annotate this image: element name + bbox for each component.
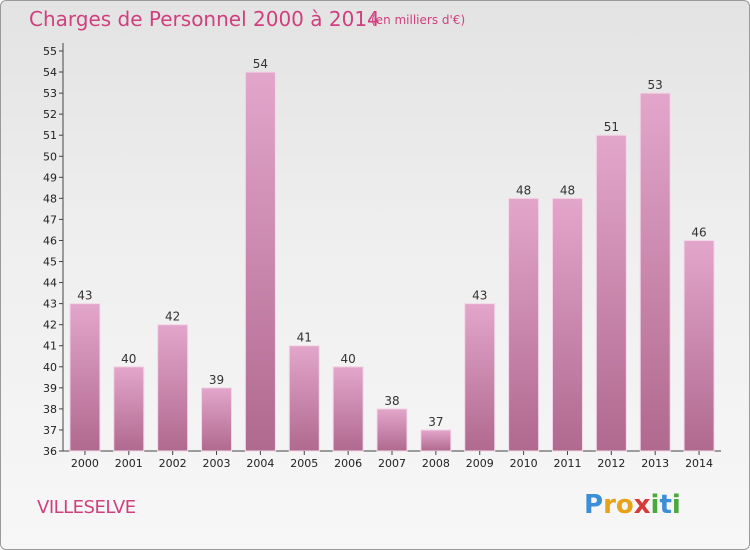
y-tick-label: 53 bbox=[43, 87, 57, 100]
bar bbox=[639, 92, 671, 452]
bar bbox=[420, 429, 452, 452]
logo-letter: x bbox=[633, 490, 651, 520]
y-tick-label: 50 bbox=[43, 150, 57, 163]
bar bbox=[113, 366, 145, 452]
logo-letter: i bbox=[671, 490, 681, 520]
bar-value-label: 42 bbox=[165, 310, 180, 324]
bar-value-label: 46 bbox=[691, 225, 706, 239]
y-tick-label: 51 bbox=[43, 129, 57, 142]
bar bbox=[464, 303, 496, 452]
y-tick-label: 39 bbox=[43, 382, 57, 395]
bar-value-label: 38 bbox=[384, 394, 399, 408]
y-tick-label: 41 bbox=[43, 340, 57, 353]
x-tick-label: 2013 bbox=[641, 457, 669, 470]
logo-letter: i bbox=[650, 490, 660, 520]
bar-value-label: 54 bbox=[253, 57, 268, 71]
y-tick-label: 54 bbox=[43, 66, 57, 79]
x-tick-label: 2000 bbox=[71, 457, 99, 470]
logo-letter: r bbox=[603, 490, 616, 520]
bar bbox=[332, 366, 364, 452]
bar bbox=[508, 197, 540, 452]
bar-value-label: 48 bbox=[516, 183, 531, 197]
y-tick-label: 52 bbox=[43, 108, 57, 121]
x-tick-label: 2004 bbox=[246, 457, 274, 470]
bar bbox=[201, 387, 233, 452]
bar-value-label: 40 bbox=[340, 352, 355, 366]
x-tick-label: 2005 bbox=[290, 457, 318, 470]
bar-value-label: 51 bbox=[604, 120, 619, 134]
bar-value-label: 37 bbox=[428, 415, 443, 429]
x-tick-label: 2012 bbox=[597, 457, 625, 470]
y-tick-label: 45 bbox=[43, 256, 57, 269]
x-tick-label: 2014 bbox=[685, 457, 713, 470]
y-tick-label: 38 bbox=[43, 403, 57, 416]
logo-letter: t bbox=[659, 490, 672, 520]
bar-value-label: 39 bbox=[209, 373, 224, 387]
y-tick-label: 40 bbox=[43, 361, 57, 374]
place-name: VILLESELVE bbox=[37, 497, 136, 518]
bar bbox=[244, 71, 276, 452]
y-tick-label: 47 bbox=[43, 213, 57, 226]
x-tick-label: 2006 bbox=[334, 457, 362, 470]
x-tick-label: 2008 bbox=[422, 457, 450, 470]
y-tick-label: 36 bbox=[43, 445, 57, 458]
logo-letter: P bbox=[584, 490, 604, 520]
bar bbox=[376, 408, 408, 452]
y-tick-label: 44 bbox=[43, 277, 57, 290]
x-tick-label: 2009 bbox=[466, 457, 494, 470]
bar bbox=[595, 134, 627, 452]
bar bbox=[683, 239, 715, 452]
chart-title: Charges de Personnel 2000 à 2014 bbox=[29, 7, 380, 31]
bar bbox=[551, 197, 583, 452]
y-tick-label: 55 bbox=[43, 45, 57, 58]
bar bbox=[157, 324, 189, 452]
y-tick-label: 46 bbox=[43, 234, 57, 247]
y-tick-label: 48 bbox=[43, 192, 57, 205]
x-tick-label: 2001 bbox=[115, 457, 143, 470]
x-tick-label: 2003 bbox=[203, 457, 231, 470]
y-tick-label: 49 bbox=[43, 171, 57, 184]
logo-letter: o bbox=[615, 490, 634, 520]
bar-value-label: 48 bbox=[560, 183, 575, 197]
x-tick-label: 2002 bbox=[159, 457, 187, 470]
chart-subtitle: (en milliers d'€) bbox=[371, 13, 466, 27]
y-tick-label: 43 bbox=[43, 298, 57, 311]
y-tick-label: 37 bbox=[43, 424, 57, 437]
bar-value-label: 41 bbox=[297, 331, 312, 345]
bar-value-label: 53 bbox=[648, 78, 663, 92]
bar-value-label: 43 bbox=[472, 289, 487, 303]
x-tick-label: 2011 bbox=[553, 457, 581, 470]
bar bbox=[288, 345, 320, 452]
y-tick-label: 42 bbox=[43, 319, 57, 332]
bar-value-label: 43 bbox=[77, 289, 92, 303]
x-tick-label: 2010 bbox=[510, 457, 538, 470]
x-tick-label: 2007 bbox=[378, 457, 406, 470]
bar bbox=[69, 303, 101, 452]
bar-value-label: 40 bbox=[121, 352, 136, 366]
proxiti-logo: Proxiti bbox=[584, 490, 681, 520]
